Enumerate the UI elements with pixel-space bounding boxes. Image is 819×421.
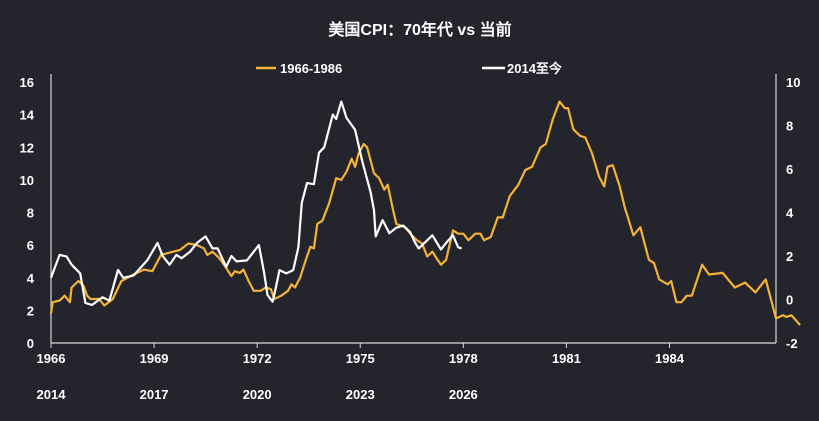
y-tick-label-left: 14 [20,108,35,123]
y-tick-label-left: 2 [27,303,34,318]
y-tick-label-right: 8 [786,119,793,134]
y-tick-label-left: 12 [20,140,34,155]
x-tick-label-secondary: 2017 [140,387,169,402]
x-tick-label-primary: 1978 [449,351,478,366]
y-tick-label-left: 4 [27,271,35,286]
x-tick-label-secondary: 2020 [243,387,272,402]
y-tick-label-left: 16 [20,75,34,90]
y-tick-label-right: -2 [786,336,798,351]
y-tick-label-right: 6 [786,162,793,177]
y-tick-label-right: 10 [786,75,800,90]
x-tick-label-secondary: 2023 [346,387,375,402]
y-tick-label-left: 10 [20,173,34,188]
legend-label-1966-1986: 1966-1986 [280,61,342,76]
x-tick-label-primary: 1972 [243,351,272,366]
x-tick-label-primary: 1975 [346,351,375,366]
series-line-1 [49,100,462,306]
x-tick-label-primary: 1981 [552,351,581,366]
y-tick-label-left: 6 [27,238,34,253]
y-tick-label-right: 0 [786,293,793,308]
legend-label-2014: 2014至今 [507,61,563,76]
y-tick-label-right: 2 [786,249,793,264]
x-tick-label-secondary: 2026 [449,387,478,402]
x-tick-label-primary: 1966 [37,351,66,366]
chart-title: 美国CPI：70年代 vs 当前 [328,20,511,39]
y-tick-label-left: 8 [27,206,34,221]
y-tick-label-right: 4 [786,206,794,221]
x-tick-label-primary: 1984 [655,351,685,366]
x-tick-label-secondary: 2014 [37,387,67,402]
legend: 1966-1986 2014至今 [256,61,563,76]
x-tick-label-primary: 1969 [140,351,169,366]
y-tick-label-left: 0 [27,336,34,351]
series-line-0 [49,100,801,326]
